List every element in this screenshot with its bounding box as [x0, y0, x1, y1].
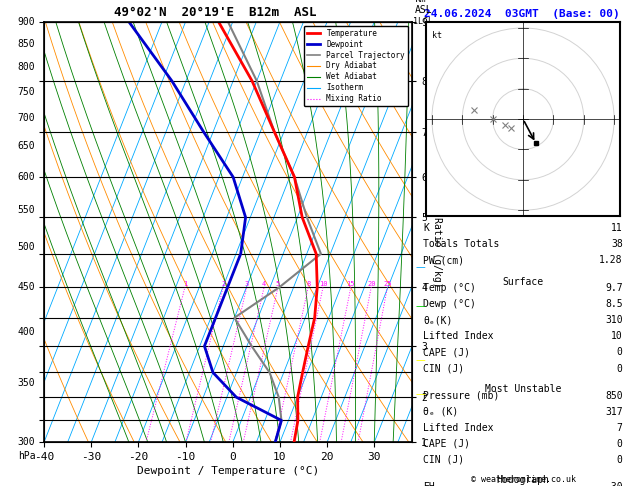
Text: 1LCL: 1LCL [413, 17, 433, 26]
Text: 1.28: 1.28 [599, 255, 623, 265]
Text: 24.06.2024  03GMT  (Base: 00): 24.06.2024 03GMT (Base: 00) [424, 9, 620, 19]
Text: hPa: hPa [18, 451, 36, 461]
Text: 7: 7 [617, 423, 623, 433]
Text: —: — [416, 262, 426, 272]
Text: 8: 8 [306, 281, 310, 287]
Text: Lifted Index: Lifted Index [423, 331, 494, 342]
Text: 450: 450 [17, 282, 35, 292]
Text: 650: 650 [17, 141, 35, 152]
Text: CAPE (J): CAPE (J) [423, 347, 470, 358]
Text: CIN (J): CIN (J) [423, 364, 464, 374]
Text: km
ASL: km ASL [415, 0, 433, 15]
Text: © weatheronline.co.uk: © weatheronline.co.uk [470, 474, 576, 484]
Text: —: — [416, 301, 426, 311]
Text: 8.5: 8.5 [605, 299, 623, 310]
Text: Pressure (mb): Pressure (mb) [423, 391, 499, 401]
Text: 0: 0 [617, 455, 623, 465]
X-axis label: Dewpoint / Temperature (°C): Dewpoint / Temperature (°C) [137, 466, 319, 476]
Text: 0: 0 [617, 439, 623, 449]
Text: Hodograph: Hodograph [496, 475, 550, 486]
Text: θₑ (K): θₑ (K) [423, 407, 459, 417]
Text: 500: 500 [17, 242, 35, 252]
Text: 317: 317 [605, 407, 623, 417]
Y-axis label: Mixing Ratio (g/kg): Mixing Ratio (g/kg) [433, 176, 442, 288]
Text: 850: 850 [605, 391, 623, 401]
Text: CIN (J): CIN (J) [423, 455, 464, 465]
Text: EH: EH [423, 482, 435, 486]
Text: 9.7: 9.7 [605, 283, 623, 294]
Text: 300: 300 [17, 437, 35, 447]
Text: 700: 700 [17, 113, 35, 123]
Text: 900: 900 [17, 17, 35, 27]
Text: 10: 10 [319, 281, 327, 287]
Legend: Temperature, Dewpoint, Parcel Trajectory, Dry Adiabat, Wet Adiabat, Isotherm, Mi: Temperature, Dewpoint, Parcel Trajectory… [304, 26, 408, 106]
Text: 11: 11 [611, 223, 623, 233]
Text: Dewp (°C): Dewp (°C) [423, 299, 476, 310]
Text: K: K [423, 223, 429, 233]
Text: Surface: Surface [503, 277, 543, 287]
Text: Lifted Index: Lifted Index [423, 423, 494, 433]
Text: CAPE (J): CAPE (J) [423, 439, 470, 449]
Text: 15: 15 [347, 281, 355, 287]
Text: —: — [416, 355, 426, 364]
Text: -30: -30 [605, 482, 623, 486]
Text: 4: 4 [262, 281, 266, 287]
Text: 49°02'N  20°19'E  B12m  ASL: 49°02'N 20°19'E B12m ASL [114, 6, 316, 19]
Text: 20: 20 [367, 281, 376, 287]
Text: —: — [416, 389, 426, 399]
Text: 25: 25 [383, 281, 392, 287]
Text: 0: 0 [617, 347, 623, 358]
Text: 600: 600 [17, 172, 35, 182]
Text: PW (cm): PW (cm) [423, 255, 464, 265]
Text: Most Unstable: Most Unstable [485, 384, 561, 394]
Text: 350: 350 [17, 378, 35, 388]
Text: 750: 750 [17, 87, 35, 97]
Text: 850: 850 [17, 39, 35, 49]
Text: 1: 1 [183, 281, 187, 287]
Text: 3: 3 [245, 281, 249, 287]
Text: 400: 400 [17, 327, 35, 337]
Text: 2: 2 [221, 281, 225, 287]
Text: 800: 800 [17, 62, 35, 72]
Text: 10: 10 [611, 331, 623, 342]
Text: Temp (°C): Temp (°C) [423, 283, 476, 294]
Text: 310: 310 [605, 315, 623, 326]
Text: kt: kt [432, 31, 442, 40]
Text: θₑ(K): θₑ(K) [423, 315, 453, 326]
Text: 5: 5 [276, 281, 280, 287]
Text: 550: 550 [17, 205, 35, 215]
Text: 0: 0 [617, 364, 623, 374]
Text: Totals Totals: Totals Totals [423, 239, 499, 249]
Text: 38: 38 [611, 239, 623, 249]
